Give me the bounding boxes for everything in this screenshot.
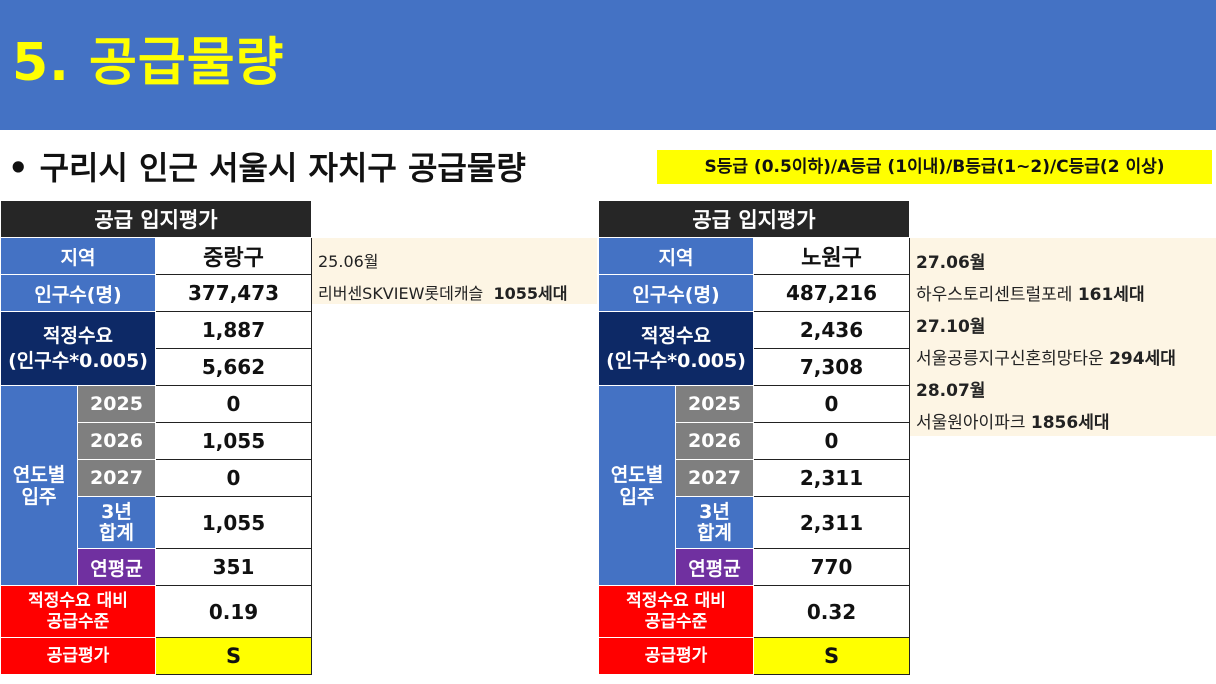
population-label: 인구수(명) (0, 274, 156, 312)
supply-ratio-label: 적정수요 대비 공급수준 (598, 585, 754, 638)
proper-demand-value-1: 1,887 (154, 311, 313, 349)
proper-demand-label: 적정수요 (인구수*0.005) (598, 311, 754, 386)
note-project-name: 리버센SKVIEW롯데캐슬 (318, 284, 484, 303)
note-project: 서울공릉지구신혼희망타운 294세대 (916, 344, 1176, 369)
year-2025-value: 0 (154, 385, 313, 423)
yearly-move-in-label: 연도별 입주 (0, 385, 78, 586)
supply-grade-value: S (154, 637, 313, 675)
year-2025-label: 2025 (77, 385, 156, 423)
note-date: 27.10월 (916, 317, 986, 337)
region-label: 지역 (0, 237, 156, 275)
proper-demand-value-1: 2,436 (752, 311, 911, 349)
annual-avg-label: 연평균 (675, 548, 754, 586)
note-project-units: 161세대 (1077, 285, 1145, 305)
annual-avg-value: 351 (154, 548, 313, 586)
annual-avg-value: 770 (752, 548, 911, 586)
supply-grade-label: 공급평가 (598, 637, 754, 675)
year-2027-value: 2,311 (752, 459, 911, 497)
table-header: 공급 입지평가 (597, 200, 911, 238)
note-date: 28.07월 (916, 381, 986, 401)
year-2027-value: 0 (154, 459, 313, 497)
note-project-name: 서울원아이파크 (916, 413, 1026, 433)
yearly-move-in-label: 연도별 입주 (598, 385, 676, 586)
region-value: 노원구 (752, 237, 911, 275)
supply-ratio-value: 0.19 (154, 585, 313, 638)
year-2026-value: 1,055 (154, 422, 313, 460)
note-project-units: 1055세대 (493, 284, 568, 303)
year-2026-label: 2026 (675, 422, 754, 460)
population-label: 인구수(명) (598, 274, 754, 312)
region-label: 지역 (598, 237, 754, 275)
note-project-units: 1856세대 (1030, 413, 1110, 433)
supply-notes-jungnang: 25.06월 리버센SKVIEW롯데캐슬 1055세대 (312, 238, 597, 304)
year-2026-label: 2026 (77, 422, 156, 460)
supply-ratio-value: 0.32 (752, 585, 911, 638)
note-project-name: 하우스토리센트럴포레 (916, 285, 1073, 305)
note-project-name: 서울공릉지구신혼희망타운 (916, 349, 1104, 369)
three-year-total-label: 3년 합계 (675, 496, 754, 549)
section-subtitle: • 구리시 인근 서울시 자치구 공급물량 (8, 149, 526, 187)
note-project: 서울원아이파크 1856세대 (916, 408, 1110, 433)
proper-demand-label: 적정수요 (인구수*0.005) (0, 311, 156, 386)
proper-demand-value-2: 5,662 (154, 348, 313, 386)
year-2027-label: 2027 (675, 459, 754, 497)
slide-title: 5. 공급물량 (12, 33, 285, 93)
three-year-total-label: 3년 합계 (77, 496, 156, 549)
supply-table-nowon: 공급 입지평가 지역 노원구 인구수(명) 487,216 적정수요 (인구수*… (597, 200, 911, 675)
note-project: 리버센SKVIEW롯데캐슬 1055세대 (318, 280, 567, 304)
population-value: 487,216 (752, 274, 911, 312)
note-date: 27.06월 (916, 253, 986, 273)
region-value: 중랑구 (154, 237, 313, 275)
note-project: 하우스토리센트럴포레 161세대 (916, 280, 1145, 305)
supply-notes-nowon: 27.06월 하우스토리센트럴포레 161세대 27.10월 서울공릉지구신혼희… (910, 238, 1216, 436)
note-date: 25.06월 (318, 252, 379, 271)
annual-avg-label: 연평균 (77, 548, 156, 586)
year-2025-label: 2025 (675, 385, 754, 423)
supply-grade-value: S (752, 637, 911, 675)
proper-demand-value-2: 7,308 (752, 348, 911, 386)
population-value: 377,473 (154, 274, 313, 312)
three-year-total-value: 1,055 (154, 496, 313, 549)
grade-legend: S등급 (0.5이하)/A등급 (1이내)/B등급(1~2)/C등급(2 이상) (657, 150, 1212, 184)
supply-grade-label: 공급평가 (0, 637, 156, 675)
table-header: 공급 입지평가 (0, 200, 313, 238)
supply-ratio-label: 적정수요 대비 공급수준 (0, 585, 156, 638)
year-2027-label: 2027 (77, 459, 156, 497)
three-year-total-value: 2,311 (752, 496, 911, 549)
year-2026-value: 0 (752, 422, 911, 460)
year-2025-value: 0 (752, 385, 911, 423)
note-project-units: 294세대 (1109, 349, 1176, 369)
slide-header: 5. 공급물량 (0, 0, 1216, 130)
supply-table-jungnang: 공급 입지평가 지역 중랑구 인구수(명) 377,473 적정수요 (인구수*… (0, 200, 313, 675)
